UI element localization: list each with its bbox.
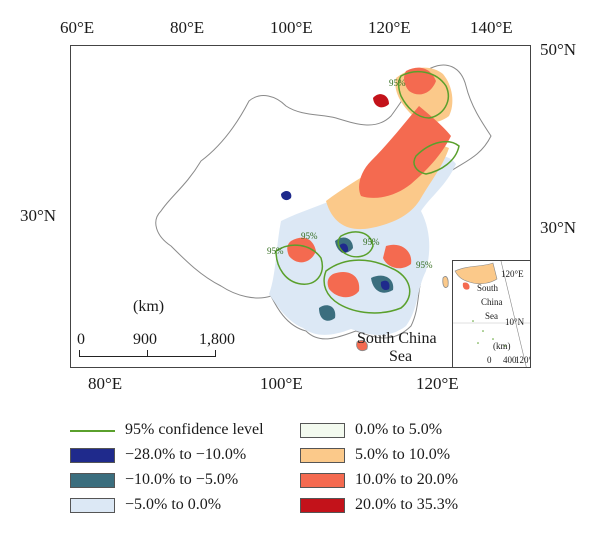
sea-label-line2: Sea xyxy=(389,348,413,365)
legend-label: 0.0% to 5.0% xyxy=(355,421,443,438)
inset-map-graphic xyxy=(453,261,530,367)
inset-lat-label: 10°N xyxy=(505,317,525,327)
lon-label-bottom-120e: 120°E xyxy=(416,374,459,393)
inset-lon-label: 120°E xyxy=(501,269,524,279)
lon-label-60e: 60°E xyxy=(60,18,95,37)
scale-tick-1800: 1,800 xyxy=(199,331,235,348)
legend-item-confidence: 95% confidence level xyxy=(70,420,264,440)
legend-swatch xyxy=(300,447,345,463)
inset-sea-line3: Sea xyxy=(485,311,498,321)
legend-label: 5.0% to 10.0% xyxy=(355,446,451,463)
legend-label: 95% confidence level xyxy=(125,421,264,438)
precip-region-dark-red xyxy=(373,94,389,108)
scale-tick-900: 900 xyxy=(133,331,157,348)
legend-item-5-10: 5.0% to 10.0% xyxy=(300,445,450,465)
contour-label-95-b: 95% xyxy=(363,237,380,247)
contour-label-95-d: 95% xyxy=(267,246,284,256)
precip-region-salmon-2 xyxy=(404,67,436,95)
taiwan-island xyxy=(442,276,449,288)
scale-tick-0: 0 xyxy=(77,331,85,348)
legend-swatch xyxy=(70,497,115,513)
lon-label-80e: 80°E xyxy=(170,18,205,37)
hainan-island xyxy=(356,340,368,351)
scale-bar xyxy=(79,350,216,357)
scale-unit: (km) xyxy=(133,298,165,315)
precip-region-navy-2 xyxy=(380,280,390,291)
legend-swatch xyxy=(300,497,345,513)
legend-item-0-5: 0.0% to 5.0% xyxy=(300,420,442,440)
precip-region-salmon-5 xyxy=(383,244,412,269)
lat-label-left-30n: 30°N xyxy=(20,206,57,225)
legend-swatch xyxy=(300,422,345,438)
lon-label-bottom-100e: 100°E xyxy=(260,374,303,393)
sea-label-line1: South China xyxy=(357,330,437,347)
lon-label-120e: 120°E xyxy=(368,18,411,37)
legend-label: −5.0% to 0.0% xyxy=(125,496,222,513)
precip-region-salmon-3 xyxy=(287,237,316,263)
legend-swatch xyxy=(300,472,345,488)
legend: 95% confidence level −28.0% to −10.0% −1… xyxy=(70,420,530,530)
inset-scale-400: 400 xyxy=(503,355,517,365)
legend-label: −10.0% to −5.0% xyxy=(125,471,239,488)
contour-label-95-e: 95% xyxy=(416,260,433,270)
legend-label: 20.0% to 35.3% xyxy=(355,496,459,513)
inset-scale-unit: (km) xyxy=(493,341,511,351)
precip-region-navy-3 xyxy=(281,191,292,201)
precip-region-teal-3 xyxy=(319,305,336,321)
legend-item-neg28-neg10: −28.0% to −10.0% xyxy=(70,445,246,465)
inset-sea-line2: China xyxy=(481,297,503,307)
scale-bar-mid-tick xyxy=(147,350,148,356)
legend-item-neg10-neg5: −10.0% to −5.0% xyxy=(70,470,238,490)
legend-item-20-35: 20.0% to 35.3% xyxy=(300,495,458,515)
lat-label-right-50n: 50°N xyxy=(540,40,577,59)
confidence-contours xyxy=(275,70,460,314)
lon-label-140e: 140°E xyxy=(470,18,513,37)
legend-swatch xyxy=(70,447,115,463)
legend-item-neg5-0: −5.0% to 0.0% xyxy=(70,495,221,515)
legend-item-10-20: 10.0% to 20.0% xyxy=(300,470,458,490)
legend-swatch-line xyxy=(70,423,115,438)
legend-label: −28.0% to −10.0% xyxy=(125,446,247,463)
lat-label-right-30n: 30°N xyxy=(540,218,577,237)
inset-bottom-lon: 120°E xyxy=(515,355,530,365)
lon-label-bottom-80e: 80°E xyxy=(88,374,123,393)
inset-map: 120°E South China Sea 10°N (km) 0 400 12… xyxy=(452,260,530,367)
inset-sea-line1: South xyxy=(477,283,499,293)
inset-scale-0: 0 xyxy=(487,355,492,365)
china-map: 95% 95% 95% 95% 95% xyxy=(155,64,492,351)
precip-region-salmon-4 xyxy=(327,271,360,298)
precip-region-salmon xyxy=(359,106,451,198)
lon-label-100e: 100°E xyxy=(270,18,313,37)
contour-label-95-c: 95% xyxy=(301,231,318,241)
map-frame: 95% 95% 95% 95% 95% (km) 0 900 1,800 Sou… xyxy=(70,45,531,368)
legend-label: 10.0% to 20.0% xyxy=(355,471,459,488)
contour-label-95: 95% xyxy=(389,78,406,88)
legend-swatch xyxy=(70,472,115,488)
